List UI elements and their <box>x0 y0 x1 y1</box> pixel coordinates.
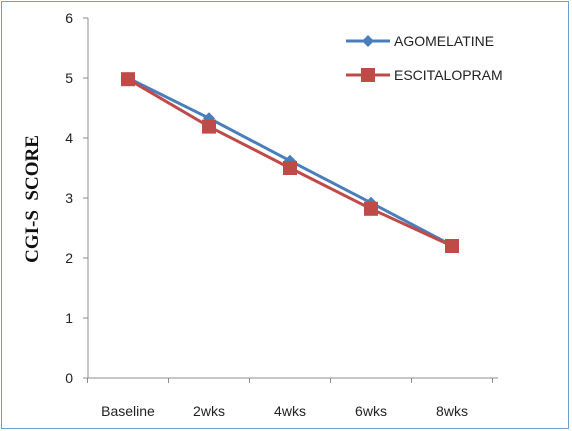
x-tick-label: 8wks <box>436 403 468 419</box>
x-tick-label: 6wks <box>355 403 387 419</box>
data-point <box>202 119 216 134</box>
y-tick-label: 5 <box>65 70 73 86</box>
y-tick-label: 0 <box>65 370 73 386</box>
y-tick-labels: 0 1 2 3 4 5 6 <box>65 10 73 386</box>
data-point <box>121 72 135 87</box>
data-point <box>445 239 459 253</box>
y-axis-label: CGI-S SCORE <box>22 135 43 263</box>
x-tick-label: Baseline <box>101 403 155 419</box>
x-tick-label: 2wks <box>193 403 225 419</box>
legend-label: ESCITALOPRAM <box>394 67 503 83</box>
x-tick-label: 4wks <box>274 403 306 419</box>
y-tick-label: 2 <box>65 250 73 266</box>
y-tick-label: 6 <box>65 10 73 26</box>
axes <box>83 17 498 383</box>
y-tick-label: 3 <box>65 190 73 206</box>
x-tick-labels: Baseline 2wks 4wks 6wks 8wks <box>101 403 468 419</box>
legend-item: ESCITALOPRAM <box>346 67 503 83</box>
legend-marker <box>362 35 374 47</box>
legend: AGOMELATINE ESCITALOPRAM <box>346 33 503 83</box>
series-group <box>121 72 459 253</box>
y-tick-label: 4 <box>65 130 73 146</box>
y-tick-label: 1 <box>65 310 73 326</box>
legend-item: AGOMELATINE <box>346 33 494 49</box>
legend-marker <box>361 68 375 82</box>
data-point <box>283 161 297 175</box>
data-point <box>364 201 378 216</box>
series-escitalopram <box>121 72 459 253</box>
legend-label: AGOMELATINE <box>394 33 494 49</box>
